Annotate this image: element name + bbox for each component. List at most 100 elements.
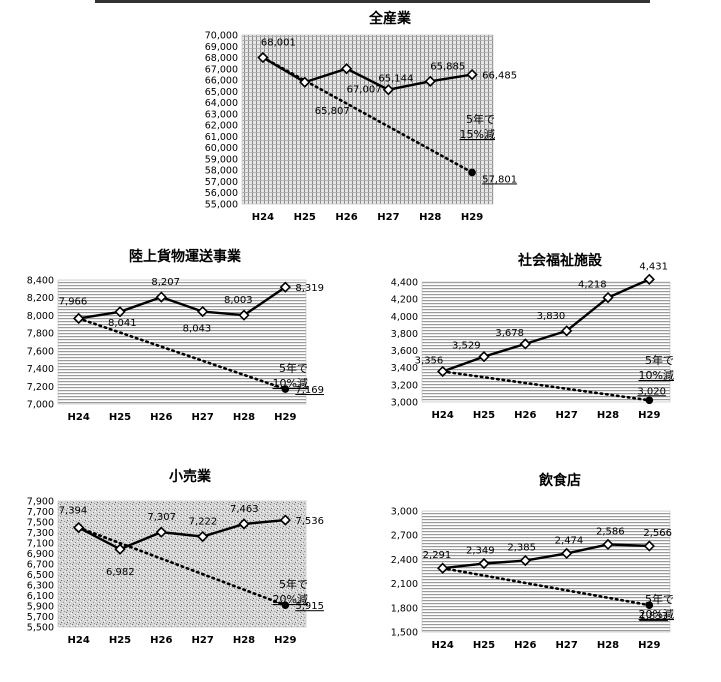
xtick-all-2: H26	[335, 212, 357, 223]
data-label-retail-0: 7,394	[59, 506, 88, 517]
point-all-5	[466, 68, 478, 81]
ytick-freight-6: 8,200	[27, 293, 54, 304]
xtick-freight-0: H24	[68, 412, 90, 423]
forecast-label-restaurant: 1,833	[639, 611, 668, 622]
series-line-all	[262, 56, 473, 91]
annotation-line2-welfare: 10%減	[639, 368, 674, 382]
xtick-retail-5: H29	[274, 635, 296, 646]
point-welfare-5	[643, 273, 655, 285]
ytick-restaurant-2: 2,100	[391, 579, 418, 590]
xtick-restaurant-3: H27	[556, 640, 578, 651]
ytick-all-13: 68,000	[205, 53, 238, 64]
chart-title-all: 全産業	[369, 11, 411, 27]
forecast-line-freight	[77, 317, 287, 391]
ytick-all-11: 66,000	[205, 76, 238, 87]
point-restaurant-2	[519, 554, 531, 567]
data-label-all-3: 65,144	[378, 74, 413, 85]
point-welfare-4	[602, 291, 614, 304]
xtick-all-1: H25	[294, 212, 316, 223]
forecast-line-all	[261, 56, 474, 174]
data-label-welfare-3: 3,830	[537, 311, 566, 322]
plot-area-welfare	[421, 281, 671, 403]
ytick-retail-5: 6,500	[27, 570, 54, 581]
data-label-retail-2: 7,307	[147, 512, 176, 523]
ytick-freight-2: 7,400	[27, 364, 54, 375]
annotation-line2-freight: 10%減	[273, 376, 308, 390]
series-line-retail	[78, 518, 286, 551]
ytick-all-0: 55,000	[205, 200, 238, 211]
forecast-point-welfare	[645, 396, 654, 405]
forecast-point-restaurant	[645, 601, 654, 609]
ytick-all-10: 65,000	[205, 87, 238, 98]
xtick-all-4: H28	[419, 212, 441, 223]
xtick-welfare-3: H27	[556, 410, 578, 421]
xtick-restaurant-4: H28	[597, 640, 619, 651]
point-freight-1	[114, 306, 126, 318]
point-all-1	[299, 76, 311, 88]
forecast-point-retail	[281, 601, 290, 610]
xtick-welfare-1: H25	[473, 410, 495, 421]
data-label-retail-3: 7,222	[189, 517, 218, 528]
point-restaurant-5	[643, 540, 655, 552]
xtick-all-5: H29	[461, 212, 483, 223]
xtick-restaurant-1: H25	[473, 640, 495, 651]
annotation-line1-retail: 5年で	[279, 577, 308, 591]
ytick-retail-4: 6,300	[27, 581, 54, 592]
forecast-label-freight: 7,169	[295, 385, 324, 396]
forecast-label-retail: 5,915	[295, 601, 324, 612]
ytick-freight-1: 7,200	[27, 382, 54, 393]
annotation-line2-restaurant: 20%減	[639, 607, 674, 621]
xtick-retail-1: H25	[109, 635, 131, 646]
xtick-retail-0: H24	[68, 635, 90, 646]
xtick-retail-2: H26	[150, 635, 172, 646]
data-label-freight-2: 8,207	[151, 277, 180, 288]
ytick-restaurant-0: 1,500	[391, 628, 418, 639]
data-label-restaurant-4: 2,586	[596, 526, 625, 537]
point-retail-3	[197, 530, 209, 543]
ytick-retail-6: 6,700	[27, 560, 54, 571]
point-retail-5	[279, 514, 291, 526]
ytick-welfare-0: 3,000	[391, 398, 418, 409]
data-label-welfare-4: 4,218	[578, 280, 607, 291]
ytick-welfare-2: 3,400	[391, 363, 418, 374]
point-freight-0	[73, 312, 85, 325]
ytick-freight-7: 8,400	[27, 276, 54, 287]
point-welfare-1	[478, 351, 490, 363]
ytick-retail-9: 7,300	[27, 528, 54, 539]
data-label-welfare-2: 3,678	[495, 328, 524, 339]
ytick-all-7: 62,000	[205, 121, 238, 132]
ytick-freight-0: 7,000	[27, 400, 54, 411]
ytick-freight-4: 7,800	[27, 329, 54, 340]
ytick-all-12: 67,000	[205, 64, 238, 75]
data-label-welfare-1: 3,529	[452, 341, 481, 352]
xtick-restaurant-5: H29	[638, 640, 660, 651]
data-label-welfare-5: 4,431	[639, 261, 668, 272]
ytick-retail-10: 7,500	[27, 518, 54, 529]
chart-title-welfare: 社会福祉施設	[518, 253, 602, 269]
point-retail-1	[114, 543, 126, 555]
series-line-welfare	[442, 278, 650, 373]
xtick-freight-3: H27	[192, 412, 214, 423]
data-label-restaurant-0: 2,291	[423, 550, 452, 561]
ytick-all-1: 56,000	[205, 188, 238, 199]
point-all-3	[382, 84, 395, 96]
annotation-line1-freight: 5年で	[279, 361, 308, 375]
ytick-retail-3: 6,100	[27, 591, 54, 602]
chart-title-retail: 小売業	[169, 469, 211, 485]
forecast-label-all: 57,801	[482, 174, 517, 185]
ytick-all-9: 64,000	[205, 98, 238, 109]
xtick-freight-5: H29	[274, 412, 296, 423]
data-label-all-1: 65,807	[315, 106, 350, 117]
ytick-restaurant-4: 2,700	[391, 531, 418, 542]
ytick-all-6: 61,000	[205, 132, 238, 143]
xtick-retail-3: H27	[192, 635, 214, 646]
data-label-retail-4: 7,463	[230, 504, 259, 515]
chart-title-restaurant: 飲食店	[539, 473, 581, 489]
series-line-freight	[78, 286, 287, 320]
ytick-retail-12: 7,900	[27, 497, 54, 508]
plot-area-retail	[57, 500, 307, 628]
point-restaurant-4	[602, 538, 614, 551]
annotation-line1-all: 5年で	[466, 112, 495, 126]
point-all-2	[340, 63, 353, 75]
